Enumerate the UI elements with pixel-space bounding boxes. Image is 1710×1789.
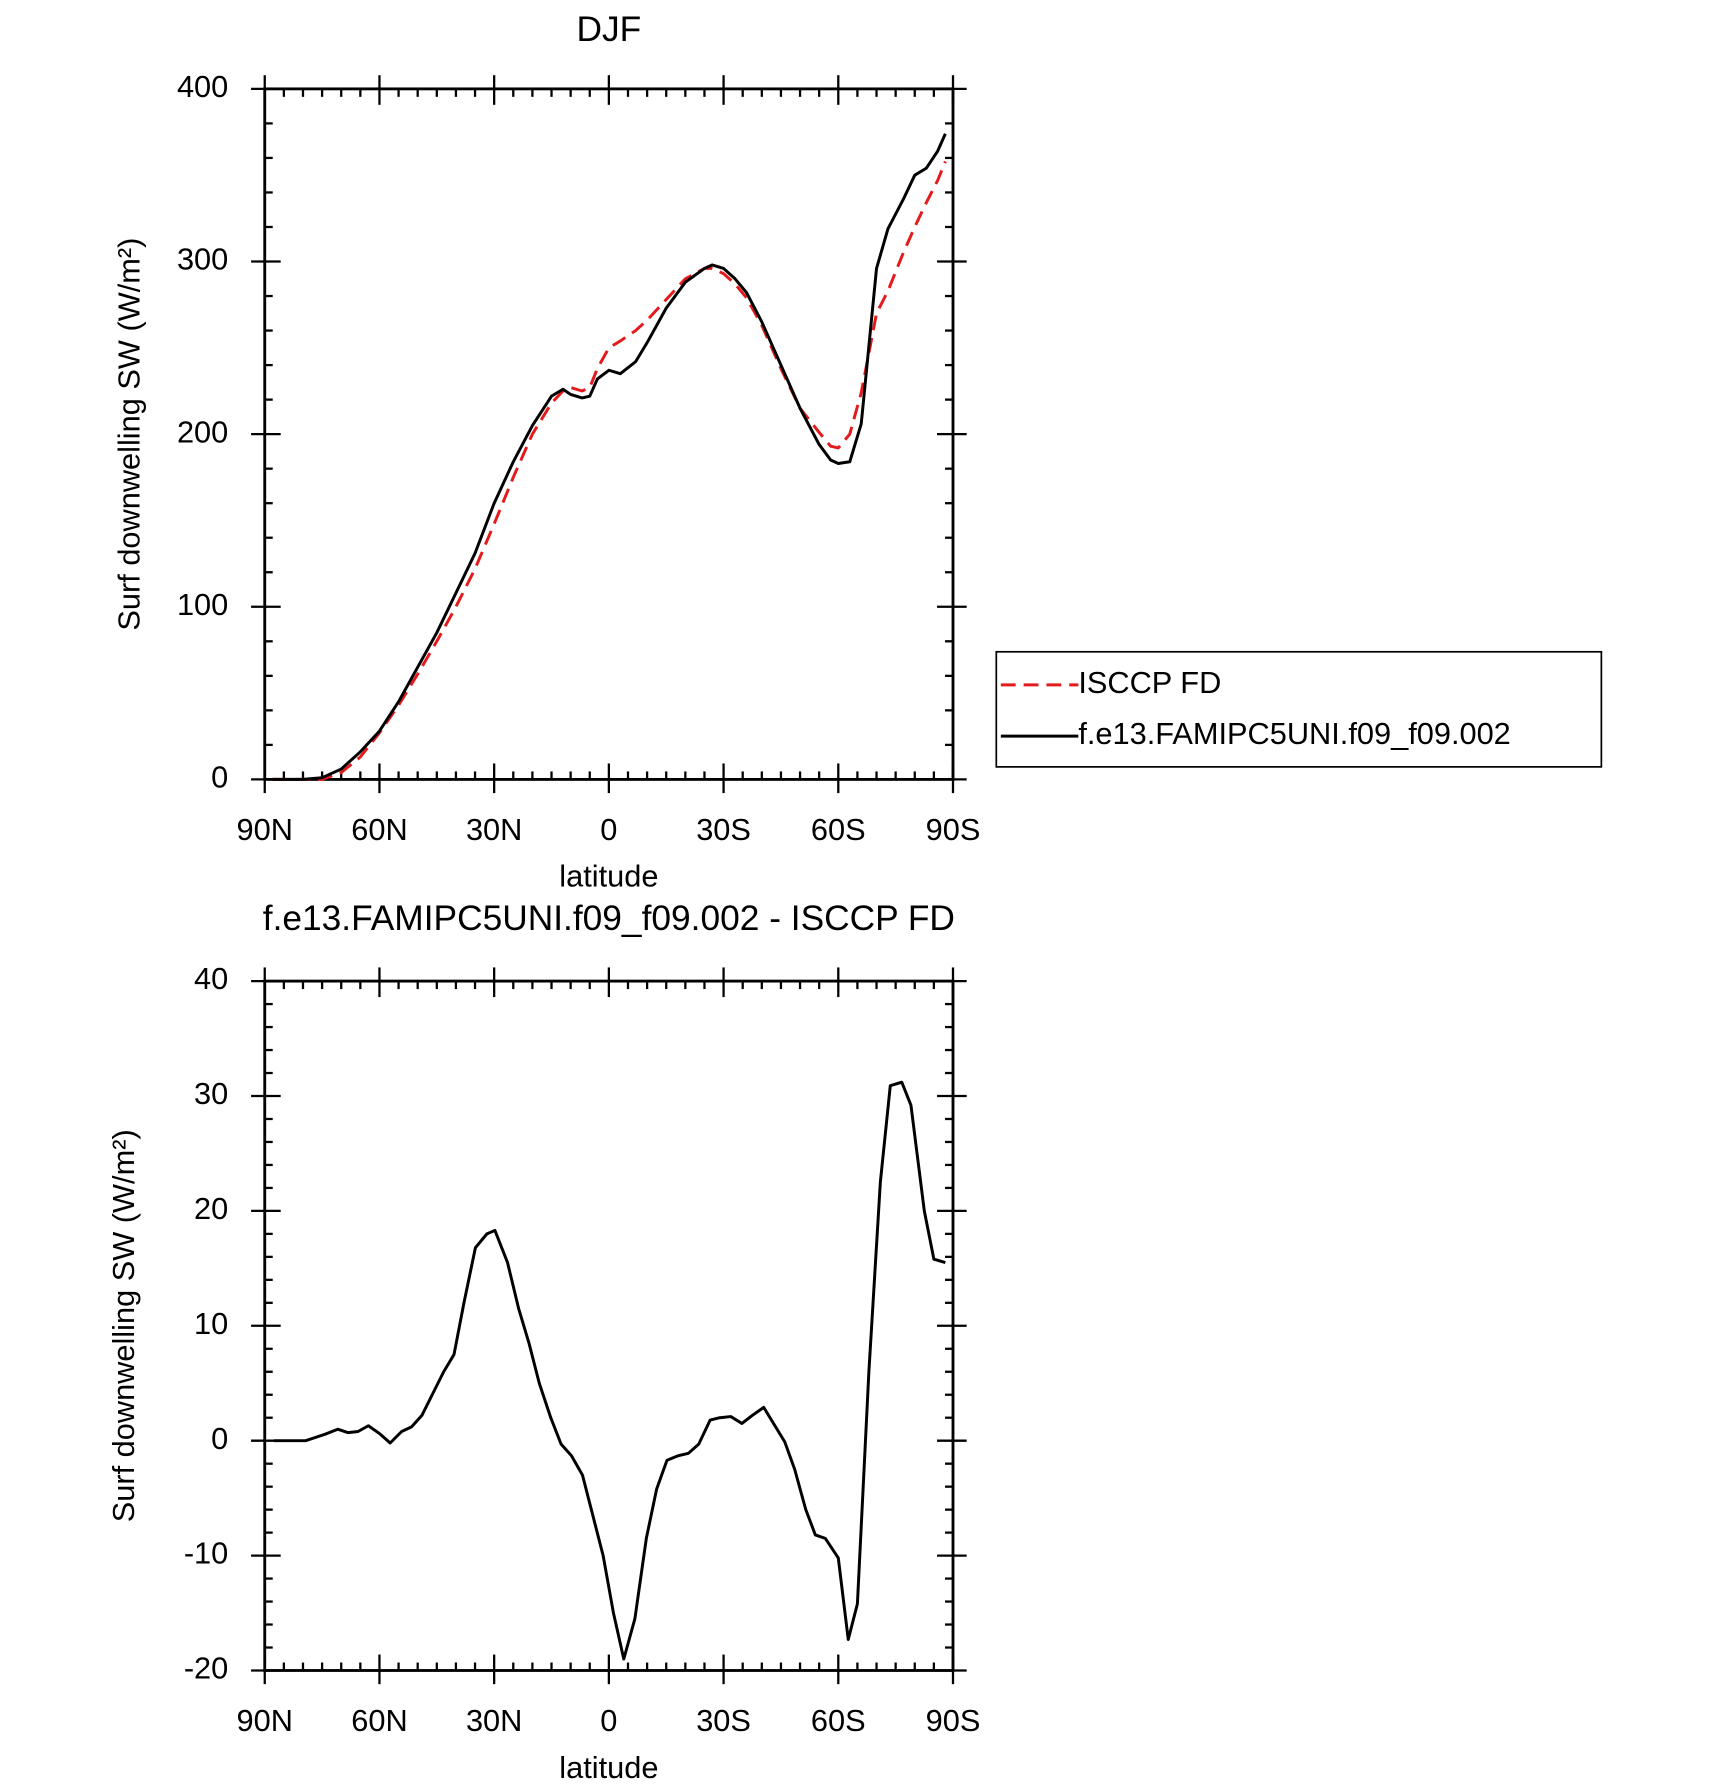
- x-tick-label: 30S: [696, 1703, 751, 1738]
- x-tick-label: 90S: [926, 812, 981, 847]
- y-tick-label: 40: [194, 961, 228, 996]
- x-tick-label: 30N: [466, 1703, 522, 1738]
- x-tick-label: 0: [600, 1703, 617, 1738]
- x-tick-label: 90N: [237, 812, 293, 847]
- x-axis-label: latitude: [559, 1750, 658, 1785]
- y-tick-label: 200: [177, 414, 228, 449]
- y-tick-label: 30: [194, 1076, 228, 1111]
- x-tick-label: 60N: [351, 812, 407, 847]
- x-axis-label: latitude: [559, 859, 658, 894]
- y-tick-label: -10: [184, 1536, 228, 1571]
- y-tick-label: 100: [177, 587, 228, 622]
- legend-label: f.e13.FAMIPC5UNI.f09_f09.002: [1078, 716, 1510, 751]
- y-tick-label: 10: [194, 1306, 228, 1341]
- legend: ISCCP FD f.e13.FAMIPC5UNI.f09_f09.002: [995, 650, 1603, 768]
- x-tick-label: 60S: [811, 1703, 866, 1738]
- x-tick-label: 90S: [926, 1703, 981, 1738]
- x-tick-label: 60N: [351, 1703, 407, 1738]
- x-tick-label: 30N: [466, 812, 522, 847]
- plot-frame: [263, 979, 955, 1672]
- y-tick-label: -20: [184, 1651, 228, 1686]
- y-tick-label: 0: [211, 1421, 228, 1456]
- y-tick-label: 400: [177, 69, 228, 104]
- y-axis-label: Surf downwelling SW (W/m²): [112, 238, 147, 631]
- y-tick-label: 0: [211, 760, 228, 795]
- x-tick-label: 0: [600, 812, 617, 847]
- line-series: [272, 160, 947, 781]
- legend-label: ISCCP FD: [1078, 665, 1221, 700]
- chart-title: DJF: [577, 10, 642, 49]
- y-tick-label: 300: [177, 242, 228, 277]
- legend-box: [995, 650, 1603, 768]
- line-series: [272, 133, 947, 781]
- x-tick-label: 30S: [696, 812, 751, 847]
- y-tick-label: 20: [194, 1191, 228, 1226]
- x-tick-label: 90N: [237, 1703, 293, 1738]
- x-tick-label: 60S: [811, 812, 866, 847]
- y-axis-label: Surf downwelling SW (W/m²): [106, 1129, 141, 1522]
- line-series: [273, 1080, 946, 1661]
- chart-title: f.e13.FAMIPC5UNI.f09_f09.002 - ISCCP FD: [263, 899, 955, 938]
